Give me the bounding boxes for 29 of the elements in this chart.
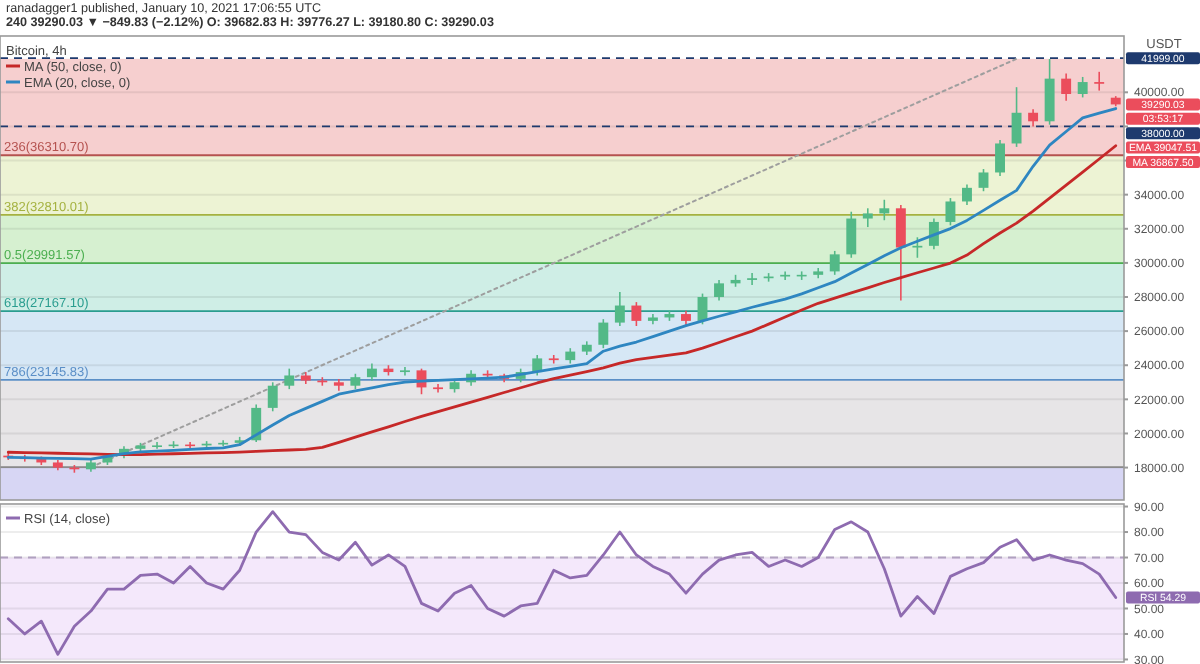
candlestick bbox=[532, 354, 543, 377]
candlestick bbox=[152, 441, 162, 450]
candlestick bbox=[995, 139, 1005, 177]
candlestick bbox=[714, 279, 724, 302]
candlestick bbox=[598, 318, 609, 349]
candlestick bbox=[846, 210, 857, 259]
candlestick bbox=[978, 168, 989, 193]
candlestick bbox=[862, 207, 873, 228]
candlestick bbox=[1077, 76, 1088, 99]
candlestick bbox=[895, 204, 906, 302]
candlestick bbox=[780, 270, 791, 281]
candlestick bbox=[945, 197, 956, 227]
candlestick bbox=[879, 198, 890, 222]
candlestick bbox=[614, 291, 625, 327]
candlestick bbox=[433, 383, 443, 394]
candlestick bbox=[548, 354, 559, 365]
line-series bbox=[6, 510, 1118, 656]
candlestick bbox=[912, 236, 923, 259]
candlestick bbox=[1094, 71, 1105, 92]
candlestick bbox=[284, 367, 295, 390]
candlestick bbox=[747, 272, 758, 286]
candlestick bbox=[829, 250, 840, 276]
candlestick bbox=[1044, 58, 1055, 126]
candlestick bbox=[1011, 86, 1022, 148]
candlestick bbox=[631, 301, 642, 327]
candlestick bbox=[1061, 72, 1072, 102]
candlestick bbox=[962, 183, 972, 206]
candlestick bbox=[267, 381, 278, 413]
candlestick bbox=[251, 403, 262, 443]
